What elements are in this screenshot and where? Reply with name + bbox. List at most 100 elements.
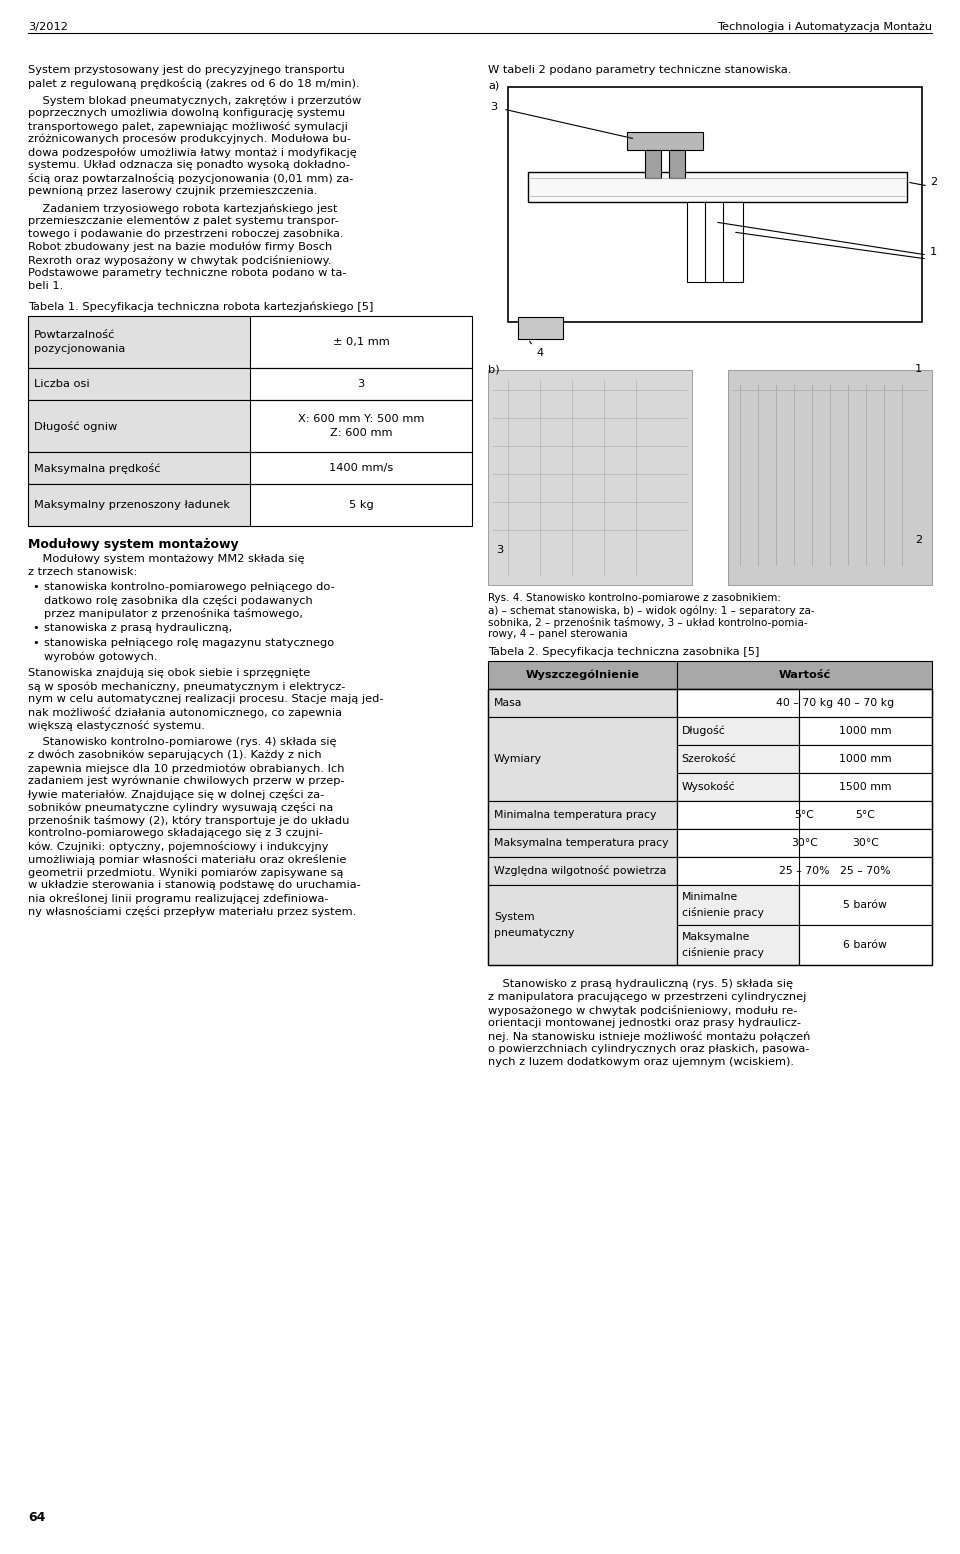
Text: 3/2012: 3/2012: [28, 22, 68, 33]
Bar: [528, 172, 907, 202]
Text: z trzech stanowisk:: z trzech stanowisk:: [28, 567, 137, 577]
Text: dowa podzespołów umożliwia łatwy montaż i modyfikację: dowa podzespołów umożliwia łatwy montaż …: [28, 148, 357, 157]
Text: umożliwiają pomiar własności materiału oraz określenie: umożliwiają pomiar własności materiału o…: [28, 855, 347, 866]
Bar: [677, 744, 799, 772]
Bar: [705, 202, 725, 281]
Text: Tabela 1. Specyfikacja techniczna robota kartezjańskiego [5]: Tabela 1. Specyfikacja techniczna robota…: [28, 301, 373, 312]
Bar: [28, 399, 472, 452]
Bar: [799, 744, 932, 772]
Text: 1: 1: [915, 364, 922, 375]
Text: System blokad pneumatycznych, zakrętów i przerzutów: System blokad pneumatycznych, zakrętów i…: [28, 95, 361, 106]
Text: sobników pneumatyczne cylindry wysuwają części na: sobników pneumatyczne cylindry wysuwają …: [28, 802, 333, 813]
Text: transportowego palet, zapewniając możliwość symulacji: transportowego palet, zapewniając możliw…: [28, 121, 348, 132]
Bar: [677, 856, 799, 884]
Text: Długość ogniw: Długość ogniw: [34, 421, 117, 432]
Text: Stanowiska znajdują się obok siebie i sprzęgnięte: Stanowiska znajdują się obok siebie i sp…: [28, 668, 310, 678]
Text: 3: 3: [490, 103, 497, 112]
Bar: [799, 884, 932, 925]
Bar: [488, 884, 677, 965]
Bar: [677, 800, 799, 828]
Text: 40 – 70 kg: 40 – 70 kg: [837, 698, 894, 709]
Bar: [799, 856, 932, 884]
Text: 1000 mm: 1000 mm: [839, 754, 892, 765]
Bar: [687, 202, 707, 281]
Text: pewnioną przez laserowy czujnik przemieszczenia.: pewnioną przez laserowy czujnik przemies…: [28, 186, 318, 196]
Text: •: •: [32, 583, 38, 592]
Text: b): b): [488, 364, 499, 375]
Text: Względna wilgotność powietrza: Względna wilgotność powietrza: [494, 866, 666, 876]
Text: wyrobów gotowych.: wyrobów gotowych.: [44, 651, 157, 662]
Bar: [488, 884, 677, 965]
Text: 1500 mm: 1500 mm: [839, 782, 892, 793]
Text: większą elastyczność systemu.: większą elastyczność systemu.: [28, 720, 204, 730]
Bar: [677, 856, 932, 884]
Bar: [799, 925, 932, 965]
Text: 1400 mm/s: 1400 mm/s: [329, 463, 394, 472]
Text: przenośnik taśmowy (2), który transportuje je do układu: przenośnik taśmowy (2), który transportu…: [28, 814, 349, 827]
Bar: [677, 828, 932, 856]
Text: zróżnicowanych procesów produkcyjnych. Modułowa bu-: zróżnicowanych procesów produkcyjnych. M…: [28, 134, 351, 145]
Text: są w sposób mechaniczny, pneumatycznym i elektrycz-: są w sposób mechaniczny, pneumatycznym i…: [28, 681, 346, 692]
Bar: [677, 828, 799, 856]
Text: 2: 2: [930, 177, 937, 186]
Bar: [488, 688, 677, 716]
Bar: [677, 800, 932, 828]
Text: Szerokość: Szerokość: [682, 754, 736, 765]
Text: nia określonej linii programu realizującej zdefiniowa-: nia określonej linii programu realizując…: [28, 894, 328, 904]
Text: Minimalna temperatura pracy: Minimalna temperatura pracy: [494, 810, 657, 821]
Bar: [669, 151, 685, 179]
Text: ków. Czujniki: optyczny, pojemnościowy i indukcyjny: ków. Czujniki: optyczny, pojemnościowy i…: [28, 841, 328, 852]
Text: towego i podawanie do przestrzeni roboczej zasobnika.: towego i podawanie do przestrzeni robocz…: [28, 228, 344, 239]
Bar: [518, 317, 563, 339]
Bar: [28, 483, 472, 525]
Bar: [677, 716, 799, 744]
Text: ny własnościami części przepływ materiału przez system.: ny własnościami części przepływ materiał…: [28, 906, 356, 917]
Bar: [488, 370, 692, 584]
Text: Wysokość: Wysokość: [682, 782, 735, 793]
Text: 5°C: 5°C: [855, 810, 876, 821]
Bar: [28, 452, 472, 483]
Text: nym w celu automatycznej realizacji procesu. Stacje mają jed-: nym w celu automatycznej realizacji proc…: [28, 695, 383, 704]
Bar: [677, 688, 799, 716]
Bar: [627, 132, 704, 151]
Text: 25 – 70%: 25 – 70%: [840, 866, 891, 876]
Text: 1000 mm: 1000 mm: [839, 726, 892, 737]
Text: 30°C: 30°C: [791, 838, 818, 848]
Bar: [677, 925, 799, 965]
Text: Masa: Masa: [494, 698, 522, 709]
Text: a): a): [488, 81, 499, 92]
Text: Maksymalne: Maksymalne: [682, 932, 750, 942]
Text: Liczba osi: Liczba osi: [34, 379, 89, 388]
Text: Minimalne: Minimalne: [682, 892, 738, 901]
Bar: [799, 688, 932, 716]
Text: pneumatyczny: pneumatyczny: [494, 928, 574, 939]
Text: zapewnia miejsce dla 10 przedmiotów obrabianych. Ich: zapewnia miejsce dla 10 przedmiotów obra…: [28, 763, 345, 774]
Text: Stanowisko kontrolno-pomiarowe (rys. 4) składa się: Stanowisko kontrolno-pomiarowe (rys. 4) …: [28, 737, 337, 747]
Bar: [28, 315, 472, 368]
Bar: [28, 368, 472, 399]
Text: Rexroth oraz wyposażony w chwytak podciśnieniowy.: Rexroth oraz wyposażony w chwytak podciś…: [28, 255, 331, 266]
Bar: [488, 688, 932, 965]
Text: Maksymalny przenoszony ładunek: Maksymalny przenoszony ładunek: [34, 500, 230, 510]
Text: sobnika, 2 – przenośnik taśmowy, 3 – układ kontrolno-pomia-: sobnika, 2 – przenośnik taśmowy, 3 – ukł…: [488, 617, 807, 628]
Text: Maksymalna prędkość: Maksymalna prędkość: [34, 463, 160, 474]
Text: rowy, 4 – panel sterowania: rowy, 4 – panel sterowania: [488, 629, 628, 639]
Text: •: •: [32, 639, 38, 648]
Text: ścią oraz powtarzalnością pozycjonowania (0,01 mm) za-: ścią oraz powtarzalnością pozycjonowania…: [28, 172, 353, 183]
Bar: [799, 772, 932, 800]
Bar: [677, 716, 799, 744]
Bar: [488, 856, 677, 884]
Text: nak możliwość działania autonomicznego, co zapewnia: nak możliwość działania autonomicznego, …: [28, 707, 342, 718]
Text: przemieszczanie elementów z palet systemu transpor-: przemieszczanie elementów z palet system…: [28, 216, 339, 227]
Bar: [488, 800, 677, 828]
Text: Technologia i Automatyzacja Montażu: Technologia i Automatyzacja Montażu: [717, 22, 932, 33]
Bar: [488, 716, 677, 800]
Text: Długość: Długość: [682, 726, 726, 737]
Text: 5 barów: 5 barów: [844, 900, 887, 911]
Bar: [645, 151, 661, 179]
Text: System przystosowany jest do precyzyjnego transportu: System przystosowany jest do precyzyjneg…: [28, 65, 345, 75]
Bar: [677, 772, 799, 800]
Bar: [799, 828, 932, 856]
Text: ± 0,1 mm: ± 0,1 mm: [332, 337, 390, 347]
Bar: [488, 800, 677, 828]
